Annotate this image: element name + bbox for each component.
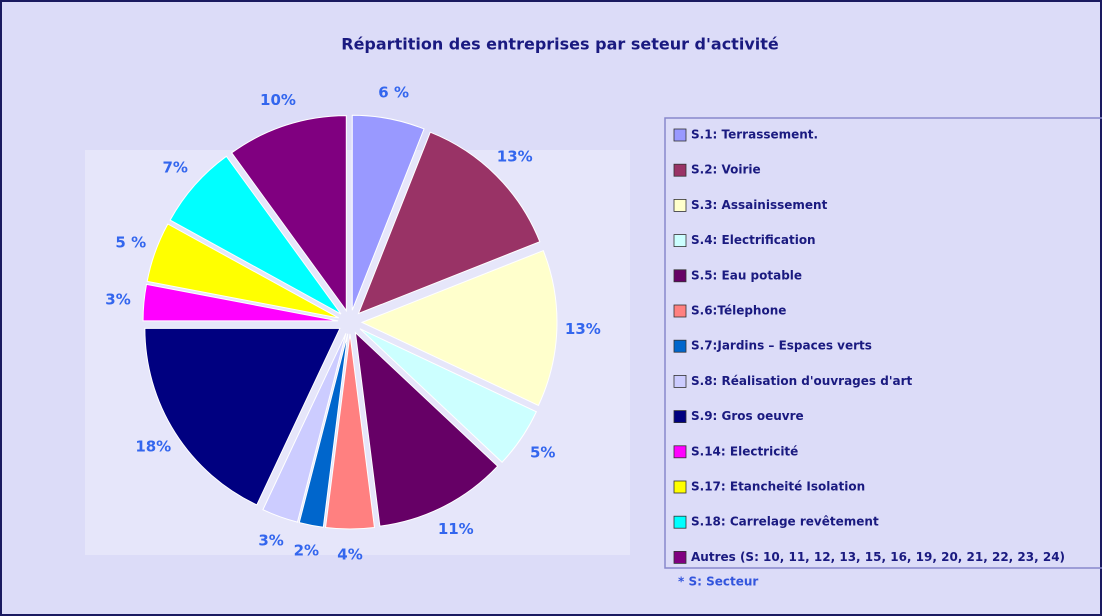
- data-label: 7%: [162, 158, 187, 176]
- legend-swatch: [673, 551, 687, 564]
- legend-swatch: [673, 198, 687, 212]
- legend-label: S.5: Eau potable: [691, 268, 802, 282]
- pie-slice: [169, 155, 342, 315]
- chart-title: Répartition des entreprises par seteur d…: [341, 35, 779, 54]
- pie-slice: [359, 328, 538, 463]
- pie-slice: [230, 115, 347, 313]
- legend-label: S.2: Voirie: [691, 163, 761, 177]
- legend-swatch: [673, 445, 687, 459]
- legend-swatch: [673, 269, 687, 283]
- legend-label: S.9: Gros oeuvre: [691, 409, 804, 423]
- data-label: 18%: [135, 437, 171, 455]
- pie-slice: [360, 249, 558, 407]
- pie-slice: [357, 131, 541, 315]
- data-label: 5%: [530, 443, 555, 461]
- legend-label: Autres (S: 10, 11, 12, 13, 15, 16, 19, 2…: [691, 550, 1065, 564]
- pie-slice: [351, 114, 425, 311]
- legend-swatch: [673, 339, 687, 353]
- legend-label: S.18: Carrelage revêtement: [691, 515, 879, 529]
- data-label: 3%: [258, 532, 283, 550]
- legend-swatch: [673, 515, 687, 529]
- legend-swatch: [673, 374, 687, 388]
- legend-label: S.17: Etancheité Isolation: [691, 480, 865, 494]
- legend-label: S.4: Electrification: [691, 233, 816, 247]
- pie-slice: [262, 333, 347, 523]
- data-label: 2%: [294, 541, 319, 559]
- legend-label: S.3: Assainissement: [691, 198, 828, 212]
- data-label: 6 %: [378, 84, 409, 102]
- legend-swatch: [673, 234, 687, 248]
- data-label: 11%: [438, 520, 474, 538]
- legend-label: S.6:Télephone: [691, 304, 786, 318]
- legend-label: S.7:Jardins – Espaces verts: [691, 339, 872, 353]
- pie-slice: [142, 283, 339, 322]
- legend-label: S.8: Réalisation d'ouvrages d'art: [691, 374, 913, 388]
- legend-swatch: [673, 128, 687, 142]
- legend-swatch: [673, 480, 687, 494]
- legend-swatch: [673, 163, 687, 177]
- footnote: * S: Secteur: [678, 575, 758, 589]
- pie-slice: [298, 333, 349, 528]
- data-label: 4%: [337, 546, 362, 564]
- pie-slice: [354, 331, 499, 527]
- legend-label: S.1: Terrassement.: [691, 128, 818, 142]
- legend-swatch: [673, 410, 687, 424]
- legend-swatch: [673, 304, 687, 318]
- data-label: 13%: [565, 320, 601, 338]
- pie-slice: [146, 223, 339, 319]
- legend-box: [664, 117, 1102, 569]
- legend-label: S.14: Electricité: [691, 444, 798, 458]
- pie-slice: [325, 333, 375, 530]
- pie-slice: [144, 327, 341, 506]
- data-label: 5 %: [115, 234, 146, 252]
- data-label: 10%: [260, 91, 296, 109]
- data-label: 13%: [497, 148, 533, 166]
- data-label: 3%: [105, 291, 130, 309]
